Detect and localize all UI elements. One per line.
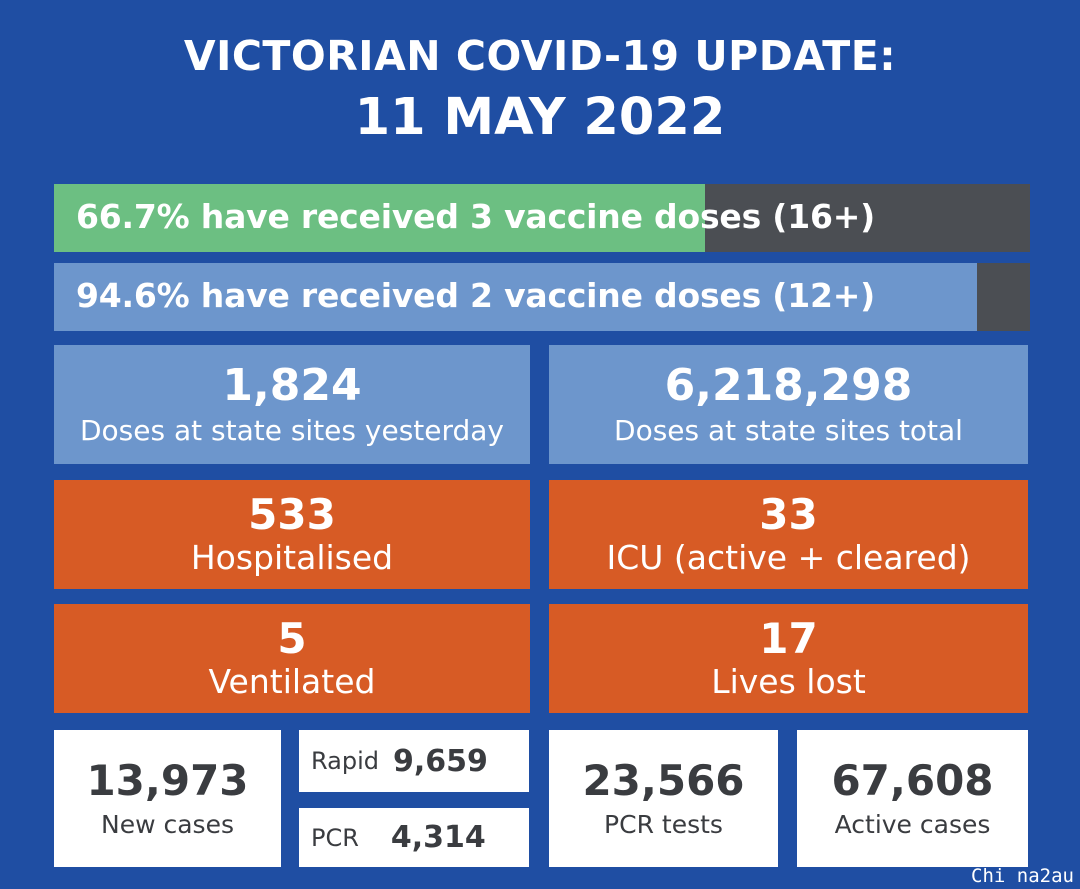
watermark: Chi na2au [971,865,1074,887]
hospitalised-panel: 533 Hospitalised [54,480,530,589]
vaccine-3-doses-bar: 66.7% have received 3 vaccine doses (16+… [54,184,1030,252]
pcr-tests-label: PCR tests [604,809,723,839]
page-title: VICTORIAN COVID-19 UPDATE: [183,32,897,80]
icu-value: 33 [759,489,818,539]
doses-yesterday-panel: 1,824 Doses at state sites yesterday [54,345,530,464]
doses-yesterday-value: 1,824 [222,359,362,411]
doses-total-panel: 6,218,298 Doses at state sites total [549,345,1028,464]
pcr-cases-panel: PCR 4,314 [299,808,529,867]
doses-yesterday-label: Doses at state sites yesterday [79,413,505,447]
ventilated-label: Ventilated [208,661,376,701]
pcr-tests-value: 23,566 [582,755,745,805]
rapid-label: Rapid [311,747,379,775]
icu-label: ICU (active + cleared) [606,537,971,577]
rapid-value: 9,659 [393,743,488,779]
vaccine-2-doses-bar: 94.6% have received 2 vaccine doses (12+… [54,263,1030,331]
new-cases-label: New cases [101,809,234,839]
doses-total-label: Doses at state sites total [614,413,963,447]
update-date: 11 MAY 2022 [354,88,726,147]
icu-panel: 33 ICU (active + cleared) [549,480,1028,589]
active-cases-panel: 67,608 Active cases [797,730,1028,867]
lives-lost-panel: 17 Lives lost [549,604,1028,713]
active-cases-value: 67,608 [831,755,994,805]
pcr-tests-panel: 23,566 PCR tests [549,730,778,867]
new-cases-panel: 13,973 New cases [54,730,281,867]
rapid-cases-panel: Rapid 9,659 [299,730,529,792]
active-cases-label: Active cases [834,809,991,839]
ventilated-panel: 5 Ventilated [54,604,530,713]
lives-lost-label: Lives lost [711,661,866,701]
pcr-value: 4,314 [390,820,486,855]
vaccine-3-doses-fill [54,184,705,252]
vaccine-2-doses-fill [54,263,978,331]
vaccine-2-doses-text: 94.6% have received 2 vaccine doses (12+… [76,276,876,315]
vaccine-3-doses-text: 66.7% have received 3 vaccine doses (16+… [76,197,876,236]
lives-lost-value: 17 [759,613,818,663]
doses-total-value: 6,218,298 [664,359,913,411]
hospitalised-value: 533 [248,489,336,539]
pcr-label: PCR [311,823,359,852]
new-cases-value: 13,973 [86,755,249,805]
hospitalised-label: Hospitalised [190,537,394,577]
ventilated-value: 5 [277,613,307,663]
